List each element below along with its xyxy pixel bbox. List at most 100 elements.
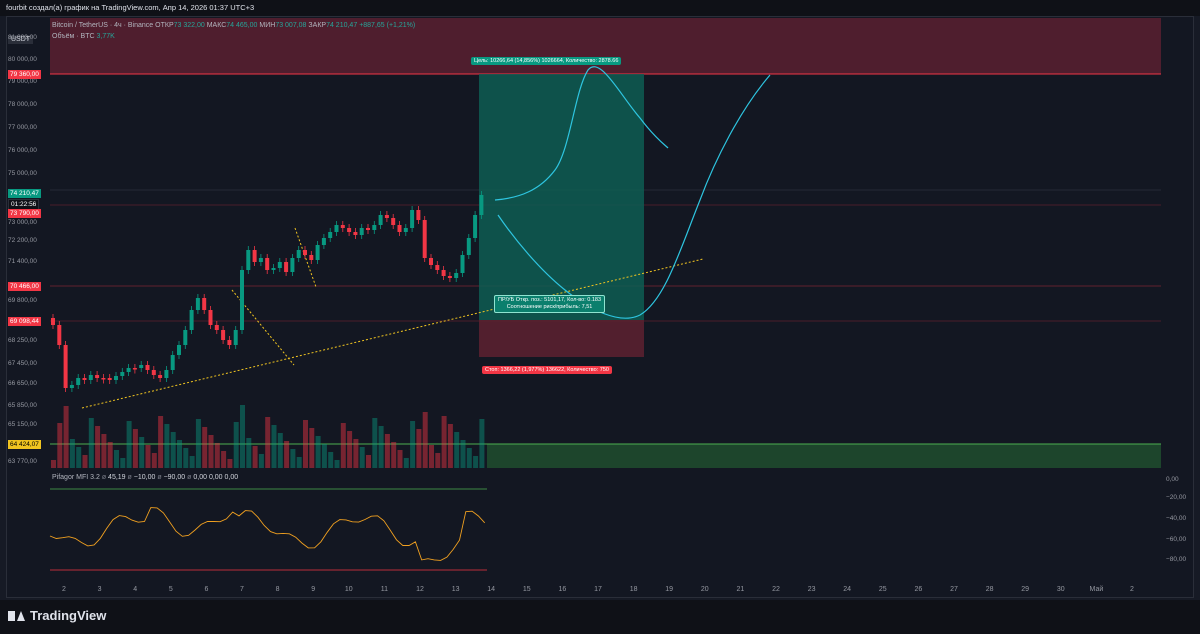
symbol-legend: Bitcoin / TetherUS · 4ч · Binance ОТКР73… <box>52 22 416 40</box>
volume-bar <box>384 434 390 468</box>
volume-bar <box>460 440 466 468</box>
price-axis-label: 68 250,00 <box>8 337 37 344</box>
volume-bar <box>114 450 119 468</box>
candle-body <box>271 268 276 270</box>
tag-target: 79 360,00 <box>8 70 41 79</box>
candle-body <box>114 376 118 380</box>
price-axis-label: 80 000,00 <box>8 56 37 63</box>
volume-bar <box>410 421 416 468</box>
candle-body <box>195 298 200 310</box>
tag-stop-line: 70 466,00 <box>8 282 41 291</box>
volume-bar <box>315 436 321 468</box>
time-axis-label: 13 <box>451 586 460 593</box>
volume-bar <box>334 460 340 468</box>
price-axis-label: 75 000,00 <box>8 170 37 177</box>
candle-body <box>309 255 314 260</box>
candle-body <box>441 270 446 276</box>
time-axis-label: 7 <box>240 586 244 593</box>
time-axis-label: 8 <box>275 586 280 593</box>
candles <box>51 191 484 392</box>
volume-bar <box>340 423 346 468</box>
volume-bar <box>422 412 428 468</box>
indicator-legend[interactable]: Pifagor MFI 3.2 ø 45,19 ø −10,00 ø −90,0… <box>52 474 239 481</box>
candle-body <box>107 378 112 380</box>
time-axis-label: 27 <box>950 586 958 593</box>
candle-body <box>183 330 188 345</box>
tag-entry: 73 790,00 <box>8 209 41 218</box>
candle-body <box>101 378 106 380</box>
volume-bars <box>51 405 485 468</box>
price-axis-label: 65 150,00 <box>8 421 37 428</box>
volume-bar <box>479 419 485 468</box>
volume-bar <box>208 435 214 468</box>
volume-bar <box>416 429 422 468</box>
candle-body <box>429 258 433 265</box>
candle-body <box>202 298 207 310</box>
candle-body <box>340 225 345 228</box>
time-axis-label: 25 <box>878 586 887 593</box>
price-axis-label: 65 850,00 <box>8 402 37 409</box>
volume-bar <box>378 426 384 468</box>
volume-bar <box>126 421 132 468</box>
volume-bar <box>454 432 460 468</box>
candle-body <box>284 262 289 272</box>
volume-bar <box>303 420 308 468</box>
indicator-axis-label: −80,00 <box>1166 556 1187 563</box>
price-axis-label: 71 400,00 <box>8 258 37 265</box>
tag-stop: 69 098,44 <box>8 317 41 326</box>
volume-bar <box>397 450 403 468</box>
time-axis-label: 2 <box>62 586 66 593</box>
price-axis-label: 81 000,00 <box>8 34 37 41</box>
time-axis-label: 24 <box>843 586 852 593</box>
volume-bar <box>290 449 296 468</box>
symbol-name: Bitcoin / TetherUS · 4ч · Binance <box>52 22 154 29</box>
candle-body <box>422 220 427 258</box>
volume-label: Объём · BTC <box>52 33 95 40</box>
volume-bar <box>145 445 151 468</box>
price-axis-label: 69 800,00 <box>8 297 37 304</box>
volume-bar <box>296 457 302 468</box>
volume-bar <box>321 444 327 468</box>
candle-body <box>240 270 244 330</box>
volume-bar <box>441 416 447 468</box>
time-axis-label: 30 <box>1056 586 1065 593</box>
candle-body <box>366 228 370 230</box>
tradingview-logo[interactable]: TradingView <box>8 608 106 623</box>
volume-bar <box>271 425 277 468</box>
candle-body <box>258 258 263 262</box>
volume-bar <box>151 453 157 468</box>
volume-bar <box>403 458 409 468</box>
volume-bar <box>258 454 264 468</box>
time-axis-label: 2 <box>1130 586 1134 593</box>
indicator-axis-label: −20,00 <box>1166 494 1187 501</box>
position-stop-label[interactable]: Стоп: 1366,22 (1,977%) 136622, Количеств… <box>482 366 612 374</box>
indicator-axis-label: −40,00 <box>1166 515 1187 522</box>
price-axis-label: 73 000,00 <box>8 219 37 226</box>
volume-bar <box>473 456 479 468</box>
candle-body <box>63 345 68 388</box>
time-axis-label: 3 <box>97 586 102 593</box>
volume-bar <box>107 442 113 468</box>
candle-body <box>372 225 377 230</box>
currency-badge[interactable]: USDT <box>8 35 34 44</box>
time-axis-label: 22 <box>772 586 780 593</box>
volume-bar <box>82 455 88 468</box>
position-loss-zone <box>479 320 644 357</box>
time-axis-label: 28 <box>985 586 994 593</box>
price-axis-label: 67 450,00 <box>8 360 37 367</box>
volume-bar <box>170 432 176 468</box>
candle-body <box>51 318 55 325</box>
candle-body <box>303 250 307 255</box>
time-axis-label: 26 <box>914 586 923 593</box>
position-target-label[interactable]: Цель: 10266,64 (14,856%) 1026664, Количе… <box>471 57 622 65</box>
volume-bar <box>88 418 94 468</box>
volume-bar <box>466 448 472 468</box>
volume-bar <box>328 452 334 468</box>
time-axis-label: 14 <box>487 586 496 593</box>
candle-body <box>466 238 471 255</box>
price-axis-label: 76 000,00 <box>8 147 37 154</box>
position-info-label[interactable]: ПР/УБ Откр. поз.: 5101,17, Кол-во: 0.183… <box>494 295 606 313</box>
volume-bar <box>353 439 359 468</box>
time-axis-label: 15 <box>522 586 531 593</box>
